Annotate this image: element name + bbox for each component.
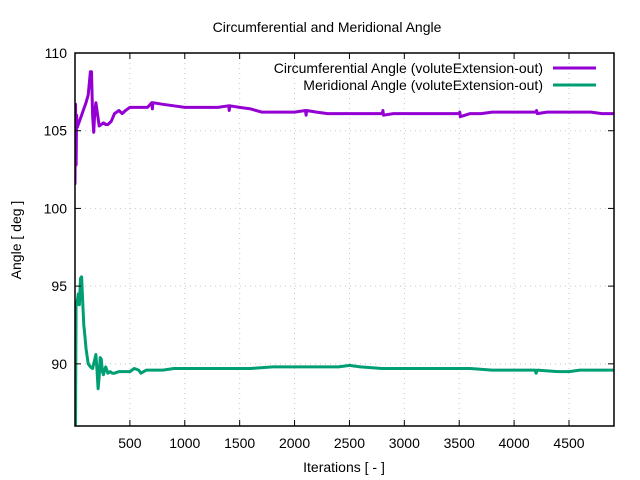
y-tick-label: 90 xyxy=(51,356,67,372)
x-tick-label: 3000 xyxy=(389,435,420,451)
legend: Circumferential Angle (voluteExtension-o… xyxy=(274,60,596,93)
y-tick-labels: 90 95 100 105 110 xyxy=(44,45,68,372)
legend-label-circumferential: Circumferential Angle (voluteExtension-o… xyxy=(274,60,543,76)
x-tick-label: 2500 xyxy=(334,435,365,451)
x-tick-label: 1000 xyxy=(169,435,200,451)
plot-frame xyxy=(74,52,615,427)
series-line-circumferential xyxy=(75,70,614,186)
x-tick-label: 1500 xyxy=(224,435,255,451)
y-tick-label: 110 xyxy=(45,45,68,61)
x-axis-label: Iterations [ - ] xyxy=(303,459,385,475)
x-tick-labels: 500 1000 1500 2000 2500 3000 3500 4000 4500 xyxy=(118,435,585,451)
x-tick-label: 2000 xyxy=(279,435,310,451)
y-axis-label: Angle [ deg ] xyxy=(8,201,24,280)
legend-label-meridional: Meridional Angle (voluteExtension-out) xyxy=(303,77,543,93)
x-tick-label: 500 xyxy=(118,435,142,451)
x-tick-label: 4000 xyxy=(499,435,530,451)
x-tick-label: 3500 xyxy=(444,435,475,451)
y-tick-label: 95 xyxy=(51,278,67,294)
y-tick-label: 105 xyxy=(44,123,68,139)
chart-title: Circumferential and Meridional Angle xyxy=(213,19,442,35)
x-tick-label: 4500 xyxy=(553,435,584,451)
grid xyxy=(75,53,614,426)
ticks xyxy=(75,52,614,426)
series-group xyxy=(75,70,614,426)
series-line-meridional xyxy=(75,275,614,426)
y-tick-label: 100 xyxy=(44,200,68,216)
